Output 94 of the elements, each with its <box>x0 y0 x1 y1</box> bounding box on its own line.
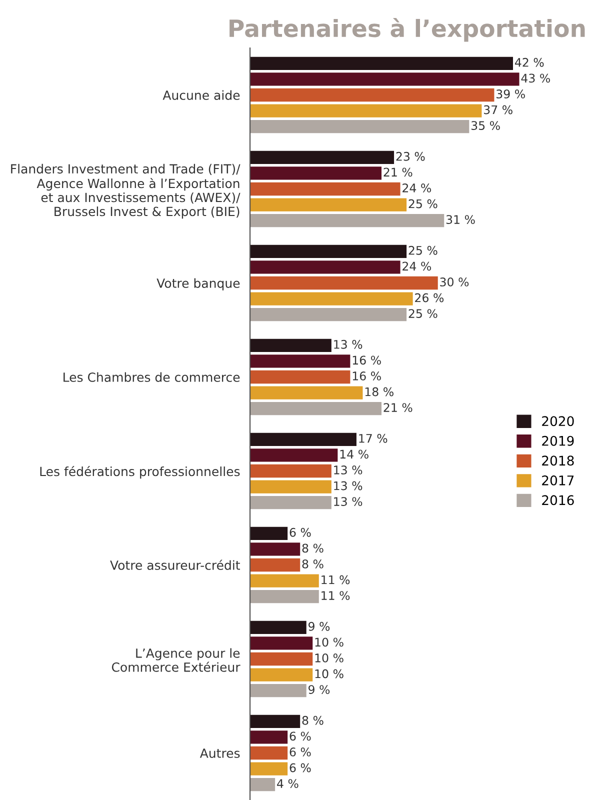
data-label: 24 % <box>402 183 432 192</box>
data-label: 10 % <box>315 653 344 662</box>
y-tick-label: Autres <box>200 748 240 758</box>
bar <box>250 198 407 212</box>
bar <box>250 668 313 682</box>
data-label: 8 % <box>302 559 324 568</box>
bar <box>250 354 350 368</box>
bar <box>250 338 332 352</box>
data-label: 25 % <box>408 246 438 255</box>
data-label: 21 % <box>384 403 412 412</box>
y-tick-label: Les Chambres de commerce <box>64 372 240 382</box>
bar <box>250 402 382 416</box>
bar <box>250 88 494 102</box>
bar <box>250 150 394 164</box>
bar <box>250 558 300 572</box>
bar <box>250 448 338 462</box>
legend-label: 2016 <box>542 495 574 506</box>
data-label: 6 % <box>290 732 311 741</box>
bar <box>250 480 332 494</box>
data-label: 35 % <box>471 121 500 130</box>
data-label: 39 % <box>496 89 525 98</box>
data-label: 16 % <box>352 371 381 380</box>
bar <box>250 652 313 666</box>
data-label: 18 % <box>365 387 394 396</box>
bar <box>250 56 513 70</box>
data-label: 31 % <box>446 215 475 224</box>
chart-title: Partenaires à l’exportation <box>230 18 585 42</box>
bar <box>250 182 400 196</box>
data-label: 13 % <box>334 340 362 349</box>
bar <box>250 308 407 322</box>
data-label: 17 % <box>359 434 388 443</box>
bar <box>250 464 332 478</box>
data-label: 4 % <box>277 779 298 788</box>
bar <box>250 746 288 760</box>
bar <box>250 714 300 728</box>
y-tick-label: Aucune aide <box>162 90 240 100</box>
data-label: 6 % <box>290 747 311 756</box>
bar <box>250 684 306 698</box>
legend-label: 2018 <box>542 456 574 466</box>
bar <box>250 778 276 792</box>
bar <box>250 166 382 180</box>
y-tick-label: L’Agence pour le Commerce Extérieur <box>112 648 240 672</box>
bar <box>250 574 319 588</box>
bar <box>250 292 413 306</box>
data-label: 11 % <box>322 591 350 600</box>
bar <box>250 762 288 776</box>
data-label: 25 % <box>408 199 438 208</box>
bar <box>250 542 300 556</box>
bar <box>250 526 288 540</box>
data-label: 13 % <box>334 497 362 506</box>
bar <box>250 496 332 510</box>
bar <box>250 370 350 384</box>
bar <box>250 432 356 446</box>
legend-label: 2020 <box>542 416 574 426</box>
bar <box>250 104 482 118</box>
data-label: 10 % <box>315 669 344 678</box>
data-label: 21 % <box>384 168 412 177</box>
y-tick-label: Les fédérations professionnelles <box>40 466 240 479</box>
data-label: 13 % <box>334 465 362 474</box>
bar <box>250 590 319 604</box>
bar <box>250 386 363 400</box>
data-label: 23 % <box>396 152 425 161</box>
y-tick-label: Votre assureur-crédit <box>110 560 240 570</box>
bar <box>250 636 313 650</box>
legend-label: 2017 <box>542 475 574 486</box>
bar <box>250 276 438 290</box>
data-label: 10 % <box>315 638 344 647</box>
bar <box>250 120 470 134</box>
legend-label: 2019 <box>542 436 574 446</box>
data-label: 14 % <box>340 450 368 459</box>
bar <box>250 260 400 274</box>
bar <box>250 620 306 634</box>
data-label: 6 % <box>290 763 311 772</box>
data-label: 6 % <box>290 528 311 537</box>
data-label: 9 % <box>308 685 330 694</box>
data-label: 13 % <box>334 481 362 490</box>
y-tick-label: Votre banque <box>156 278 240 290</box>
data-label: 24 % <box>402 262 432 271</box>
data-label: 8 % <box>302 544 324 553</box>
data-label: 30 % <box>440 277 469 286</box>
data-label: 26 % <box>415 293 444 302</box>
data-label: 8 % <box>302 716 324 725</box>
bar <box>250 214 444 228</box>
data-label: 9 % <box>308 622 330 631</box>
y-tick-label: Flanders Investment and Trade (FIT)/ Agence Wallonne à l’Exportation et aux Investissements (AWEX)/ Brussels Invest & Export (BIE) <box>11 164 240 219</box>
bar <box>250 244 407 258</box>
data-label: 25 % <box>408 309 438 318</box>
data-label: 16 % <box>352 356 381 365</box>
bar <box>250 730 288 744</box>
data-label: 43 % <box>521 74 550 83</box>
bar <box>250 72 520 86</box>
data-label: 42 % <box>514 58 544 67</box>
data-label: 11 % <box>322 575 350 584</box>
data-label: 37 % <box>484 105 512 114</box>
